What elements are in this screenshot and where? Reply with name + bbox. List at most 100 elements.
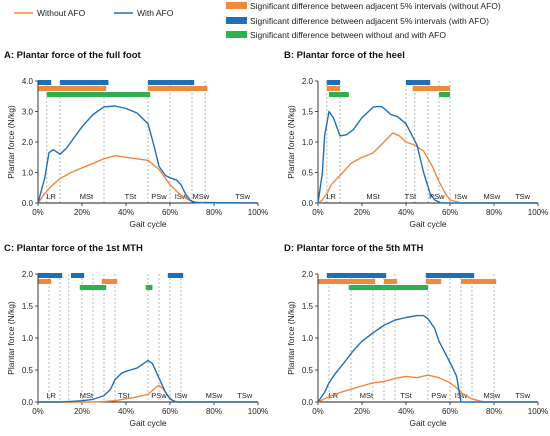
x-tick-label: 20% (354, 407, 370, 416)
sig-bar-without-afo (326, 86, 340, 91)
series-line-without-afo (317, 374, 538, 403)
x-tick-label: 40% (398, 407, 414, 416)
phase-label: LR (46, 192, 56, 201)
phase-label: MSw (206, 391, 223, 400)
legend-sig-without-label: Significant difference between adjacent … (250, 1, 501, 11)
legend-sig-between-swatch (226, 31, 247, 38)
sig-bar-with-afo (60, 80, 109, 85)
y-axis-label: Plantar force (N/kg) (6, 301, 16, 375)
sig-bar-with-afo (167, 273, 184, 278)
phase-label: MSw (483, 192, 500, 201)
sig-bar-without-afo (148, 86, 208, 91)
x-axis-label: Gait cycle (409, 418, 447, 428)
phase-label: MSt (366, 192, 380, 201)
legend-without-afo-label: Without AFO (37, 8, 86, 18)
sig-bar-with-afo (425, 273, 475, 278)
phase-label: TSw (515, 391, 531, 400)
y-tick-label: 2.0 (302, 270, 314, 279)
series-line-with-afo (37, 105, 259, 204)
y-axis-label: Plantar force (N/kg) (6, 105, 16, 179)
x-tick-label: 100% (248, 407, 268, 416)
x-tick-label: 40% (118, 407, 134, 416)
y-tick-label: 0.5 (302, 169, 314, 178)
phase-label: ISw (455, 192, 468, 201)
y-tick-label: 1.0 (302, 334, 314, 343)
phase-label: LR (326, 192, 336, 201)
phase-label: MSw (192, 192, 209, 201)
y-tick-label: 0.5 (22, 366, 34, 375)
panel-title: D: Plantar force of the 5th MTH (284, 243, 423, 254)
x-tick-label: 20% (74, 407, 90, 416)
legend-with-afo-label: With AFO (137, 8, 174, 18)
y-tick-label: 2.0 (22, 270, 34, 279)
phase-label: LR (329, 391, 339, 400)
x-tick-label: 60% (442, 208, 458, 217)
x-tick-label: 80% (486, 208, 502, 217)
sig-bar-between (145, 285, 153, 290)
x-tick-label: 40% (118, 208, 134, 217)
sig-bar-between (439, 92, 450, 97)
x-tick-label: 60% (162, 208, 178, 217)
y-tick-label: 0.0 (22, 398, 34, 407)
x-tick-label: 0% (32, 407, 44, 416)
legend-sig-without-swatch (226, 2, 247, 9)
sig-bar-with-afo (326, 80, 340, 85)
legend: Without AFO With AFO Significant differe… (14, 1, 501, 40)
panel-title: A: Plantar force of the full foot (4, 50, 142, 61)
x-tick-label: 60% (442, 407, 458, 416)
x-axis-label: Gait cycle (409, 219, 447, 229)
legend-sig-with-label: Significant difference between adjacent … (250, 16, 489, 26)
y-tick-label: 3.0 (22, 108, 34, 117)
x-tick-label: 20% (354, 208, 370, 217)
x-axis-label: Gait cycle (129, 219, 167, 229)
y-tick-label: 4.0 (22, 77, 34, 86)
phase-label: TSt (118, 391, 131, 400)
y-tick-label: 0.0 (302, 398, 314, 407)
phase-label: TSt (125, 192, 138, 201)
sig-bar-without-afo (412, 86, 450, 91)
sig-bar-with-afo (71, 273, 85, 278)
phase-label: PSw (431, 391, 447, 400)
phase-label: MSw (483, 391, 500, 400)
phase-label: MSt (80, 391, 94, 400)
x-tick-label: 100% (528, 208, 548, 217)
sig-bar-without-afo (38, 86, 107, 91)
y-tick-label: 2.0 (302, 77, 314, 86)
sig-bar-without-afo (318, 279, 376, 284)
y-tick-label: 1.5 (302, 302, 314, 311)
sig-bar-without-afo (101, 279, 118, 284)
x-tick-label: 60% (162, 407, 178, 416)
x-tick-label: 0% (312, 407, 324, 416)
phase-label: TSt (400, 391, 413, 400)
series-line-with-afo (38, 359, 258, 403)
x-tick-label: 20% (74, 208, 90, 217)
sig-bar-without-afo (38, 279, 52, 284)
legend-sig-with-swatch (226, 17, 247, 24)
y-tick-label: 2.0 (22, 138, 34, 147)
phase-label: MSt (80, 192, 94, 201)
sig-bar-without-afo (384, 279, 398, 284)
x-tick-label: 0% (32, 208, 44, 217)
phase-label: PSw (429, 192, 445, 201)
series-line-with-afo (317, 105, 538, 204)
y-tick-label: 1.0 (22, 334, 34, 343)
y-axis-label: Plantar force (N/kg) (286, 301, 296, 375)
panel-a-full-foot: A: Plantar force of the full foot 0.0 1.0… (4, 50, 268, 229)
y-tick-label: 1.5 (302, 108, 314, 117)
sig-bar-with-afo (38, 273, 63, 278)
phase-label: PSw (151, 192, 167, 201)
x-tick-label: 80% (486, 407, 502, 416)
panel-d-5th-mth: D: Plantar force of the 5th MTH 0.0 0.5 1.… (284, 243, 548, 428)
x-tick-label: 100% (528, 407, 548, 416)
y-tick-label: 1.5 (22, 302, 34, 311)
x-tick-label: 80% (206, 208, 222, 217)
sig-bar-between (46, 92, 151, 97)
x-axis-label: Gait cycle (129, 418, 167, 428)
y-tick-label: 0.5 (302, 366, 314, 375)
y-tick-label: 1.0 (302, 138, 314, 147)
sig-bar-between (329, 92, 349, 97)
sig-bar-without-afo (461, 279, 497, 284)
panel-c-1st-mth: C: Plantar force of the 1st MTH 0.0 0.5 1.… (4, 243, 268, 428)
series-line-without-afo (317, 132, 538, 204)
